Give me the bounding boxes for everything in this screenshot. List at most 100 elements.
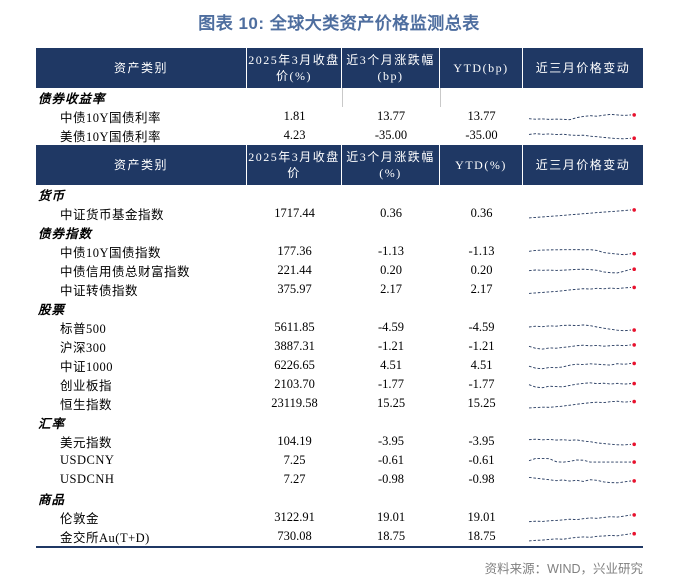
period-change-value: -35.00 <box>374 128 408 142</box>
table-bottom-border <box>36 546 643 548</box>
section-label: 债券收益率 <box>38 92 106 106</box>
section-label: 债券指数 <box>38 227 93 241</box>
column-header: 资产类别 <box>36 145 247 185</box>
sparkline-cell <box>523 508 643 527</box>
period-change-value: -0.61 <box>377 453 405 467</box>
sparkline-cell <box>523 432 643 451</box>
sparkline-icon <box>528 266 636 273</box>
asset-label: 伦敦金 <box>60 512 100 526</box>
period-change-value: 0.36 <box>380 206 402 220</box>
period-change-value: 18.75 <box>376 529 406 543</box>
sparkline-icon <box>528 323 636 332</box>
period-change-value: 2.17 <box>380 282 402 296</box>
ytd-value: -4.59 <box>468 320 495 334</box>
asset-label: 中债信用债总财富指数 <box>60 265 191 279</box>
period-change-value: -1.13 <box>377 244 405 258</box>
asset-label: 金交所Au(T+D) <box>60 531 150 545</box>
column-header: 2025年3月收盘 价 <box>247 145 342 185</box>
ytd-value: 0.36 <box>470 206 493 220</box>
section-row: 股票 <box>36 299 643 318</box>
table-row: 美元指数 104.19 -3.95 -3.95 <box>36 432 643 451</box>
close-price-value: 1717.44 <box>274 206 315 220</box>
table-row: 恒生指数 23119.58 15.25 15.25 <box>36 394 643 413</box>
close-price-value: 23119.58 <box>271 396 318 410</box>
section-row: 货币 <box>36 185 643 204</box>
ytd-value: 2.17 <box>470 282 493 296</box>
sparkline-icon <box>528 285 636 294</box>
asset-label: USDCNH <box>60 472 115 486</box>
sparkline-cell <box>523 337 643 356</box>
sparkline-icon <box>528 512 636 522</box>
period-change-value: -0.98 <box>377 472 405 486</box>
sparkline-cell <box>523 394 643 413</box>
table-header-row: 资产类别 2025年3月收盘 价(%) 近3个月涨跌幅 (bp) YTD(bp) 近三月… <box>36 48 643 88</box>
close-price-value: 7.25 <box>283 453 306 467</box>
close-price-value: 375.97 <box>277 282 312 296</box>
asset-label: 创业板指 <box>60 379 113 393</box>
section-filler-cell <box>342 88 440 107</box>
close-price-value: 4.23 <box>283 128 306 142</box>
column-header: YTD(%) <box>440 145 523 185</box>
section-label: 商品 <box>38 493 66 507</box>
column-header: 近3个月涨跌幅 (bp) <box>342 48 440 88</box>
close-price-value: 104.19 <box>277 434 312 448</box>
asset-label: 美元指数 <box>60 436 113 450</box>
asset-monitor-table: 资产类别 2025年3月收盘 价(%) 近3个月涨跌幅 (bp) YTD(bp) 近三月… <box>36 48 643 548</box>
period-change-value: -3.95 <box>377 434 405 448</box>
table-row: 中证转债指数 375.97 2.17 2.17 <box>36 280 643 299</box>
table-row: 中债信用债总财富指数 221.44 0.20 0.20 <box>36 261 643 280</box>
ytd-value: 15.25 <box>467 396 496 410</box>
close-price-value: 7.27 <box>283 472 306 486</box>
section-row: 商品 <box>36 489 643 508</box>
sparkline-icon <box>528 476 636 483</box>
ytd-value: -0.98 <box>468 472 495 486</box>
section-row: 债券收益率 <box>36 88 643 107</box>
asset-label: 中证1000 <box>60 360 114 374</box>
ytd-value: 0.20 <box>470 263 493 277</box>
period-change-value: 13.77 <box>376 109 406 123</box>
sparkline-cell <box>523 126 643 145</box>
asset-label: USDCNY <box>60 453 115 467</box>
ytd-value: 4.51 <box>470 358 493 372</box>
sparkline-cell <box>523 242 643 261</box>
sparkline-cell <box>523 375 643 394</box>
sparkline-icon <box>528 531 636 541</box>
ytd-value: 18.75 <box>467 529 496 543</box>
ytd-value: -1.13 <box>468 244 495 258</box>
period-change-value: -4.59 <box>377 320 405 334</box>
close-price-value: 5611.85 <box>274 320 315 334</box>
sparkline-cell <box>523 261 643 280</box>
column-header: 近三月价格变动 <box>535 60 631 75</box>
sparkline-icon <box>528 248 636 255</box>
close-price-value: 3122.91 <box>274 510 315 524</box>
ytd-value: -0.61 <box>468 453 495 467</box>
asset-label: 美债10Y国债利率 <box>60 130 162 144</box>
column-header: 2025年3月收盘 价(%) <box>247 48 342 88</box>
period-change-value: 19.01 <box>376 510 406 524</box>
section-row: 汇率 <box>36 413 643 432</box>
sparkline-cell <box>523 204 643 223</box>
column-header: YTD(bp) <box>440 48 523 88</box>
close-price-value: 221.44 <box>277 263 312 277</box>
ytd-value: -35.00 <box>465 128 498 142</box>
asset-label: 中债10Y国债指数 <box>60 246 162 260</box>
sparkline-icon <box>528 342 636 350</box>
sparkline-icon <box>528 381 636 388</box>
close-price-value: 730.08 <box>277 529 312 543</box>
column-header: 近三月价格变动 <box>535 157 631 172</box>
period-change-value: 4.51 <box>380 358 402 372</box>
close-price-value: 177.36 <box>277 244 312 258</box>
period-change-value: 15.25 <box>376 396 406 410</box>
table-row: 创业板指 2103.70 -1.77 -1.77 <box>36 375 643 394</box>
close-price-value: 3887.31 <box>274 339 315 353</box>
sparkline-icon <box>528 457 636 464</box>
table-row: 标普500 5611.85 -4.59 -4.59 <box>36 318 643 337</box>
sparkline-cell <box>523 470 643 489</box>
sparkline-icon <box>528 112 636 120</box>
ytd-value: -1.77 <box>468 377 495 391</box>
sparkline-icon <box>528 132 636 140</box>
figure-title: 图表 10: 全球大类资产价格监测总表 <box>198 14 480 33</box>
ytd-value: 13.77 <box>467 109 496 123</box>
table-row: 中债10Y国债指数 177.36 -1.13 -1.13 <box>36 242 643 261</box>
asset-label: 中证转债指数 <box>60 284 139 298</box>
